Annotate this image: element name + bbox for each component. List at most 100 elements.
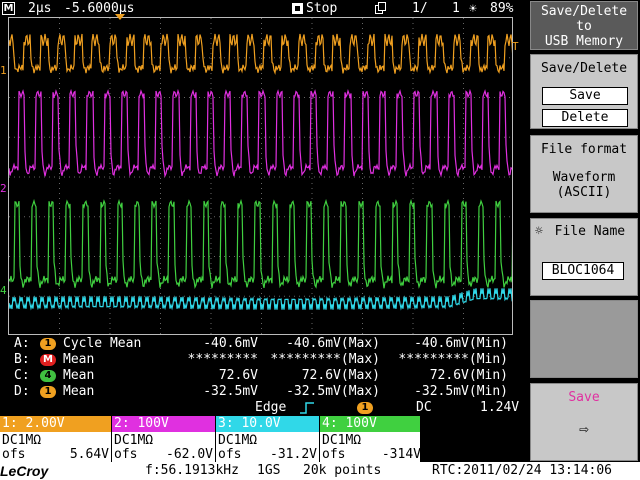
measurement-value: 72.6V — [218, 368, 258, 383]
file-format-button[interactable]: File format Waveform (ASCII) — [530, 135, 638, 213]
trigger-type: Edge — [255, 400, 287, 415]
graticule — [9, 18, 512, 334]
enter-arrow-icon: ⇨ — [579, 419, 589, 438]
mode-icon: M — [2, 2, 15, 15]
run-state[interactable]: Stop — [306, 1, 338, 16]
measurement-row[interactable]: A: 1 Cycle Mean -40.6mV -40.6mV(Max) -40.6mV(… — [0, 336, 528, 352]
measurement-slot: B: — [14, 352, 30, 367]
trigger-source-badge: 1 — [357, 402, 373, 414]
file-name-input[interactable]: BLOC1064 — [542, 262, 624, 280]
file-name-button[interactable]: ☼ File Name BLOC1064 — [530, 218, 638, 296]
measurement-table: A: 1 Cycle Mean -40.6mV -40.6mV(Max) -40.6mV(… — [0, 336, 528, 400]
channel-scale: 1: 2.00V — [0, 416, 111, 432]
channel-panel-blank — [420, 416, 528, 462]
channel-offset: -62.0V — [166, 447, 213, 462]
channel-coupling: DC1MΩ — [218, 433, 258, 448]
file-name-label: File Name — [554, 224, 626, 239]
measurement-source-badge: 1 — [40, 338, 56, 350]
measurement-value: -40.6mV — [203, 336, 258, 351]
save-delete-button[interactable]: Save/Delete Save Delete — [530, 54, 638, 129]
channel-offset: -314V — [381, 447, 421, 462]
battery-icon: ☀ — [469, 2, 477, 17]
timebase[interactable]: 2µs — [28, 1, 52, 16]
trigger-delay[interactable]: -5.6000µs — [64, 1, 135, 16]
measurement-row[interactable]: C: 4 Mean 72.6V 72.6V(Max) 72.6V(Min) — [0, 368, 528, 384]
battery-level: 89% — [490, 1, 514, 16]
menu-title-line2: to — [576, 19, 592, 34]
channel-scale: 4: 100V — [320, 416, 423, 432]
channel-offset: 5.64V — [69, 447, 109, 462]
menu-blank-button — [530, 300, 638, 378]
file-format-label: File format — [540, 142, 628, 157]
measurement-type: Mean — [63, 352, 95, 367]
page-number: 1/ — [412, 1, 428, 16]
waveform-display[interactable] — [8, 17, 513, 335]
record-length: 20k points — [303, 463, 382, 478]
channel-scale: 2: 100V — [112, 416, 215, 432]
menu-title-line1: Save/Delete — [540, 4, 628, 19]
offset-label: ofs — [2, 447, 26, 462]
ch2-waveform — [9, 88, 512, 178]
ch4-waveform — [9, 198, 512, 290]
measurement-slot: A: — [14, 336, 30, 351]
knob-icon: ☼ — [535, 224, 543, 239]
measurement-min: 72.6V(Min) — [429, 368, 508, 383]
trigger-info[interactable]: Edge 1 DC 1.24V — [0, 400, 528, 416]
channel-offset: -31.2V — [270, 447, 317, 462]
ch2-ground-marker[interactable]: 2 — [0, 182, 7, 195]
offset-label: ofs — [322, 447, 346, 462]
channel-1-box[interactable]: 1: 2.00V DC1MΩ ofs 5.64V — [0, 416, 112, 462]
bottom-status-bar: LeCroy f:56.1913kHz 1GS 20k points RTC:2… — [0, 462, 640, 480]
rising-edge-icon — [300, 402, 314, 414]
frequency-readout: f:56.1913kHz — [145, 463, 239, 478]
offset-label: ofs — [114, 447, 138, 462]
page-total: 1 — [452, 1, 460, 16]
measurement-source-badge: 1 — [40, 386, 56, 398]
offset-label: ofs — [218, 447, 242, 462]
measurement-source-badge: 4 — [40, 370, 56, 382]
softkey-menu: Save/Delete to USB Memory Save/Delete Sa… — [528, 0, 640, 462]
measurement-max: 72.6V(Max) — [301, 368, 380, 383]
channel-coupling: DC1MΩ — [2, 433, 42, 448]
save-action-label: Save — [568, 390, 600, 405]
pages-icon — [375, 2, 388, 15]
file-format-value-line1: Waveform — [552, 170, 616, 185]
measurement-value: ********* — [187, 352, 258, 367]
channel-2-box[interactable]: 2: 100V DC1MΩ ofs -62.0V — [112, 416, 216, 462]
measurement-row[interactable]: B: M Mean ********* *********(Max) *********(… — [0, 352, 528, 368]
ch4-ground-marker[interactable]: 4 — [0, 284, 7, 297]
measurement-max: -32.5mV(Max) — [286, 384, 380, 399]
channel-coupling: DC1MΩ — [114, 433, 154, 448]
save-delete-label: Save/Delete — [540, 61, 628, 76]
channel-4-box[interactable]: 4: 100V DC1MΩ ofs -314V — [320, 416, 424, 462]
menu-title: Save/Delete to USB Memory — [530, 1, 638, 50]
ch3-waveform — [9, 288, 512, 311]
trigger-position-marker[interactable] — [115, 14, 125, 20]
measurement-type: Cycle Mean — [63, 336, 142, 351]
measurement-type: Mean — [63, 368, 95, 383]
trigger-level: 1.24V — [480, 400, 520, 415]
channel-3-box[interactable]: 3: 10.0V DC1MΩ ofs -31.2V — [216, 416, 320, 462]
file-format-value-line2: (ASCII) — [556, 185, 612, 200]
measurement-min: *********(Min) — [398, 352, 508, 367]
save-action-button[interactable]: Save ⇨ — [530, 383, 638, 461]
measurement-max: -40.6mV(Max) — [286, 336, 380, 351]
ch1-ground-marker[interactable]: 1 — [0, 64, 7, 77]
status-bar: M 2µs -5.6000µs Stop 1/ 1 ☀ 89% — [0, 0, 528, 17]
delete-option[interactable]: Delete — [542, 109, 628, 127]
rtc-clock: RTC:2011/02/24 13:14:06 — [432, 463, 613, 478]
lecroy-logo: LeCroy — [0, 463, 49, 479]
measurement-type: Mean — [63, 384, 95, 399]
save-option[interactable]: Save — [542, 87, 628, 105]
measurement-value: -32.5mV — [203, 384, 258, 399]
measurement-source-badge: M — [40, 354, 56, 366]
stop-icon — [292, 3, 303, 14]
menu-title-line3: USB Memory — [544, 34, 624, 49]
measurement-slot: C: — [14, 368, 30, 383]
ch1-waveform — [9, 33, 512, 75]
channel-scale: 3: 10.0V — [216, 416, 319, 432]
measurement-min: -40.6mV(Min) — [414, 336, 508, 351]
trigger-level-marker[interactable]: T — [512, 40, 519, 53]
measurement-min: -32.5mV(Min) — [414, 384, 508, 399]
measurement-row[interactable]: D: 1 Mean -32.5mV -32.5mV(Max) -32.5mV(Min) — [0, 384, 528, 400]
